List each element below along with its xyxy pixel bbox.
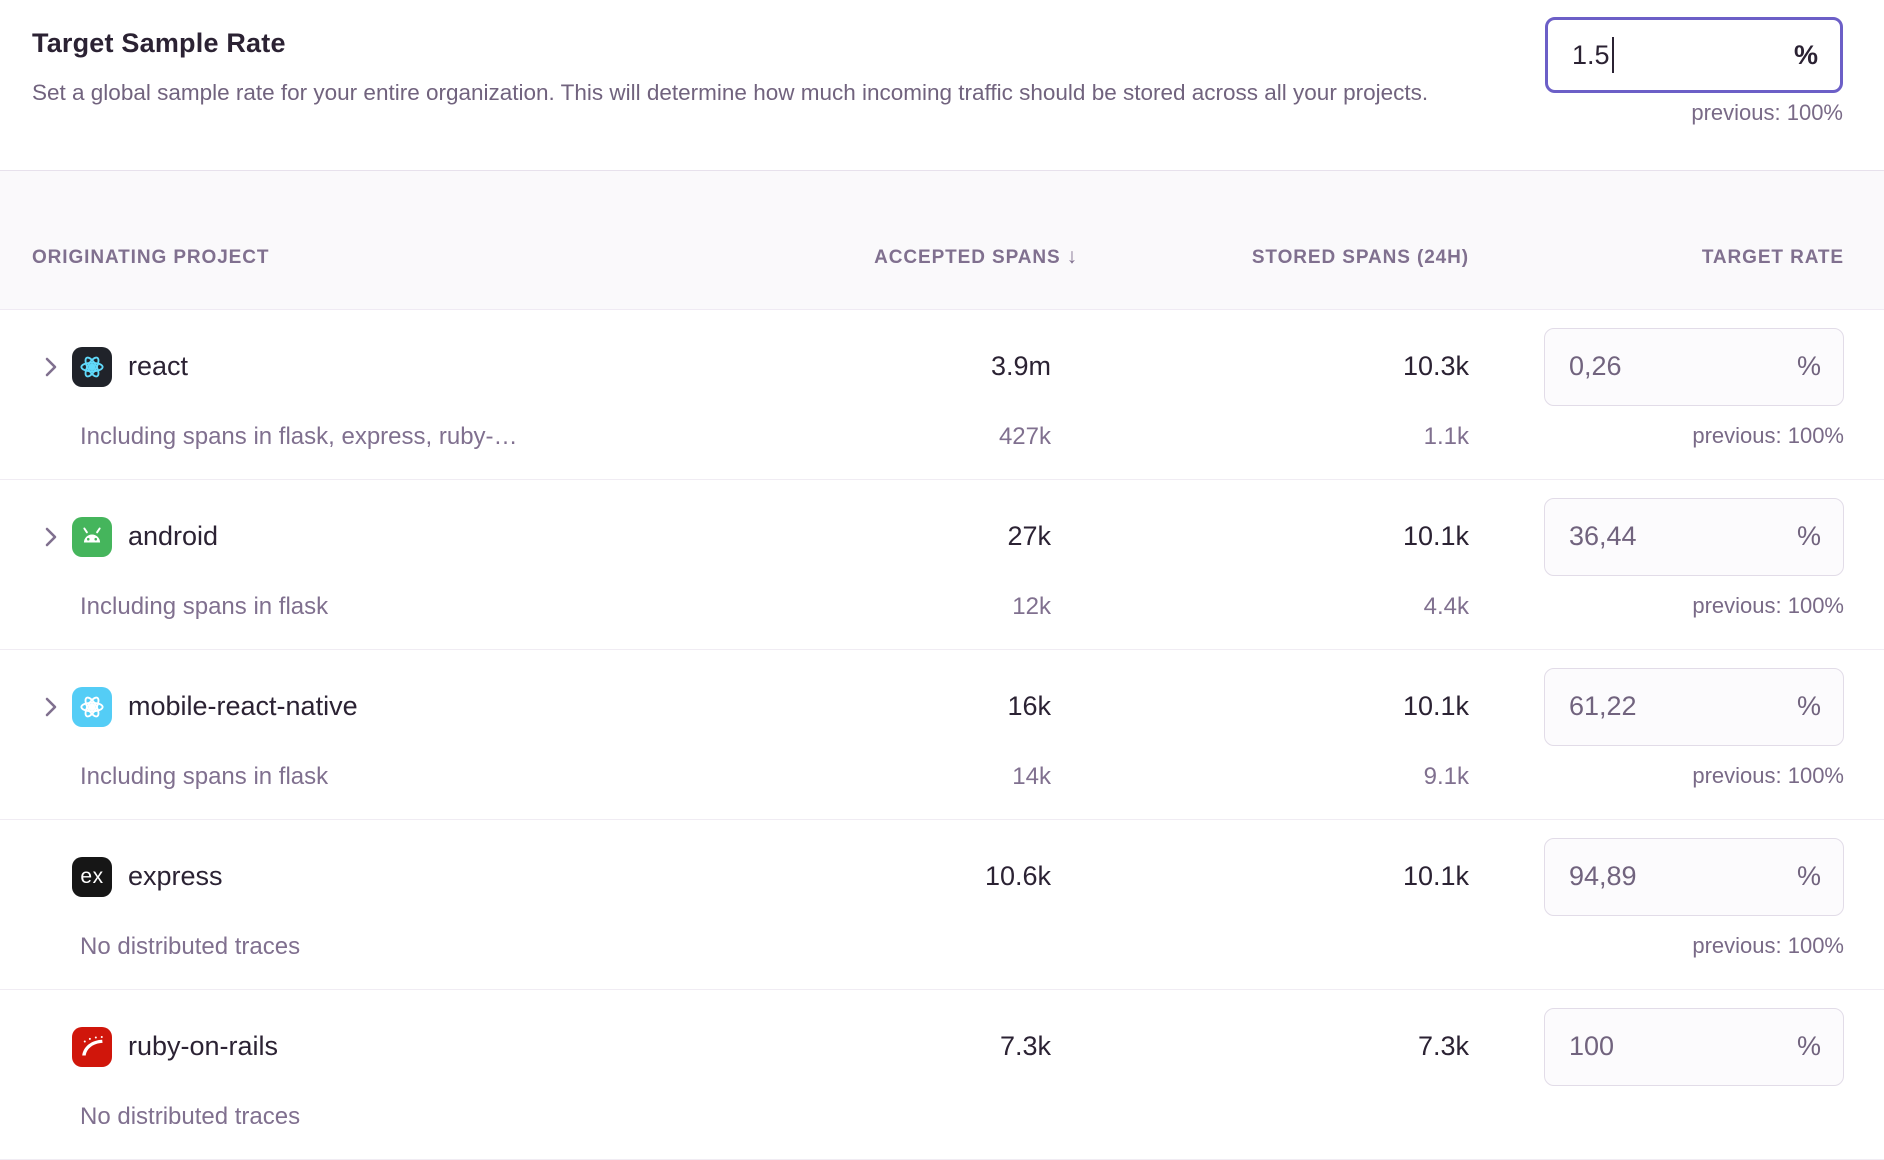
expand-chevron-icon[interactable] (38, 354, 64, 380)
table-row: android 27k 10.1k 36,44 % (32, 480, 1844, 593)
previous-rate-label: previous: 100% (1692, 423, 1844, 448)
column-header-accepted-spans[interactable]: ACCEPTED SPANS ↓ (874, 245, 1078, 268)
accepted-spans-value: 3.9m (990, 351, 1051, 381)
react-native-icon (72, 686, 112, 727)
project-name: ruby-on-rails (128, 1031, 279, 1061)
table-subrow: Including spans in flask 14k 9.1k previo… (32, 763, 1844, 819)
project-group-react: react 3.9m 10.3k 0,26 % Including spans … (0, 310, 1884, 480)
stored-spans-value: 7.3k (1417, 1031, 1469, 1061)
distributed-traces-note: No distributed traces (80, 933, 301, 960)
project-group-android: android 27k 10.1k 36,44 % Including span… (0, 480, 1884, 650)
distributed-traces-note: Including spans in flask (80, 593, 329, 620)
percent-sign: % (1796, 1031, 1821, 1061)
percent-sign: % (1796, 351, 1821, 381)
sub-stored-spans-value: 4.4k (1423, 593, 1469, 620)
table-subrow: No distributed traces previous: 100% (32, 933, 1844, 989)
page-description: Set a global sample rate for your entire… (32, 80, 1429, 105)
express-icon: ex (72, 856, 112, 897)
percent-sign: % (1796, 691, 1821, 721)
distributed-traces-note: No distributed traces (80, 1103, 301, 1130)
sub-accepted-spans-value: 14k (1012, 763, 1051, 790)
text-cursor (1611, 37, 1614, 73)
project-group-mobile-react-native: mobile-react-native 16k 10.1k 61,22 % In… (0, 650, 1884, 820)
table-subrow: Including spans in flask, express, ruby-… (32, 423, 1844, 479)
table-row: ex express 10.6k 10.1k 94,89 % (32, 820, 1844, 933)
accepted-spans-value: 16k (1007, 691, 1051, 721)
table-subrow: Including spans in flask 12k 4.4k previo… (32, 593, 1844, 649)
sub-stored-spans-value: 9.1k (1423, 763, 1469, 790)
project-name: android (128, 521, 219, 551)
column-header-originating-project: ORIGINATING PROJECT (32, 247, 270, 268)
table-row: mobile-react-native 16k 10.1k 61,22 % (32, 650, 1844, 763)
table-row: react 3.9m 10.3k 0,26 % (32, 310, 1844, 423)
table-row: ruby-on-rails 7.3k 7.3k 100 % (32, 990, 1844, 1103)
target-rate-input[interactable]: 100 % (1544, 1007, 1844, 1086)
project-name: react (128, 351, 189, 381)
percent-sign: % (1796, 861, 1821, 891)
distributed-traces-note: Including spans in flask (80, 763, 329, 790)
sub-accepted-spans-value: 12k (1012, 593, 1051, 620)
stored-spans-value: 10.1k (1402, 691, 1469, 721)
project-group-express: ex express 10.6k 10.1k 94,89 % No distri… (0, 820, 1884, 990)
stored-spans-value: 10.1k (1402, 521, 1469, 551)
accepted-spans-value: 27k (1007, 521, 1051, 551)
column-header-target-rate: TARGET RATE (1701, 247, 1844, 268)
project-group-ruby-on-rails: ruby-on-rails 7.3k 7.3k 100 % No distrib… (0, 990, 1884, 1160)
stored-spans-value: 10.3k (1402, 351, 1469, 381)
sub-stored-spans-value: 1.1k (1423, 423, 1469, 450)
accepted-spans-value: 10.6k (984, 861, 1051, 891)
percent-sign: % (1796, 521, 1821, 551)
percent-sign: % (1793, 39, 1818, 70)
sort-down-icon: ↓ (1066, 245, 1078, 268)
global-previous-rate: previous: 100% (1691, 100, 1843, 125)
ruby-on-rails-icon (72, 1026, 112, 1067)
project-name: mobile-react-native (128, 691, 358, 721)
accepted-spans-value: 7.3k (999, 1031, 1051, 1061)
expand-chevron-icon[interactable] (38, 524, 64, 550)
table-header: ORIGINATING PROJECT ACCEPTED SPANS ↓ STOR… (0, 170, 1884, 310)
global-sample-rate-input[interactable]: 1.5 % (1545, 17, 1843, 93)
target-rate-input[interactable]: 61,22 % (1544, 667, 1844, 746)
stored-spans-value: 10.1k (1402, 861, 1469, 891)
previous-rate-label: previous: 100% (1692, 763, 1844, 788)
page-title: Target Sample Rate (32, 28, 286, 58)
target-rate-input[interactable]: 94,89 % (1544, 837, 1844, 916)
react-icon (72, 346, 112, 387)
android-icon (72, 516, 112, 557)
previous-rate-label: previous: 100% (1692, 933, 1844, 958)
project-name: express (128, 861, 223, 891)
global-sample-rate-value: 1.5 (1572, 39, 1610, 70)
target-rate-input[interactable]: 0,26 % (1544, 327, 1844, 406)
table-subrow: No distributed traces (32, 1103, 1844, 1159)
column-header-stored-spans: STORED SPANS (24H) (1251, 247, 1469, 268)
panel-header: Target Sample Rate Set a global sample r… (0, 0, 1884, 170)
target-rate-input[interactable]: 36,44 % (1544, 497, 1844, 576)
expand-chevron-icon[interactable] (38, 694, 64, 720)
previous-rate-label: previous: 100% (1692, 593, 1844, 618)
sub-accepted-spans-value: 427k (998, 423, 1051, 450)
distributed-traces-note: Including spans in flask, express, ruby-… (80, 423, 518, 450)
